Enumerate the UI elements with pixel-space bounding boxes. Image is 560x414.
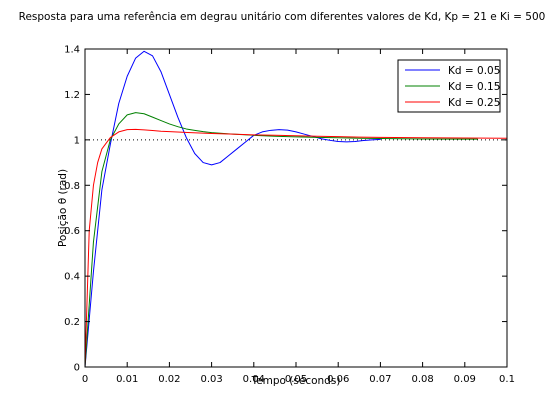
x-tick-label: 0.01 [116,374,138,385]
x-tick-label: 0.03 [200,374,222,385]
y-tick-label: 0 [74,363,80,374]
series-layer [84,50,508,368]
legend: Kd = 0.05 Kd = 0.15 Kd = 0.25 [397,59,501,113]
y-tick-label: 1.4 [64,45,80,56]
legend-label-kd-015: Kd = 0.15 [448,81,500,93]
chart-title: Resposta para uma referência em degrau u… [19,11,546,23]
legend-label-kd-005: Kd = 0.05 [448,65,500,77]
x-tick-label: 0.08 [411,374,433,385]
x-tick-label: 0.1 [499,374,515,385]
y-axis-label: Posição θ (rad) [57,169,69,247]
y-tick-label: 1.2 [64,90,80,101]
legend-label-kd-025: Kd = 0.25 [448,97,500,109]
x-axis-label: Tempo (seconds) [251,375,341,387]
y-tick-label: 1 [74,135,80,146]
x-tick-label: 0.02 [158,374,180,385]
y-tick-label: 0.6 [64,226,80,237]
x-tick-label: 0 [82,374,88,385]
series-line-1 [84,50,381,368]
x-tick-label: 0.05 [285,374,307,385]
x-tick-label: 0.06 [327,374,349,385]
x-tick-label: 0.09 [454,374,476,385]
y-tick-label: 0.4 [64,272,80,283]
x-tick-label: 0.07 [369,374,391,385]
x-tick-label: 0.04 [243,374,265,385]
y-tick-label: 0.2 [64,317,80,328]
tick-layer: 0 0.01 0.02 0.03 0.04 0.05 0.06 0.07 0.08 0.09 0.1… [64,45,515,386]
y-tick-label: 0.8 [64,181,80,192]
series-line-3 [84,128,508,368]
series-line-2 [84,112,478,368]
